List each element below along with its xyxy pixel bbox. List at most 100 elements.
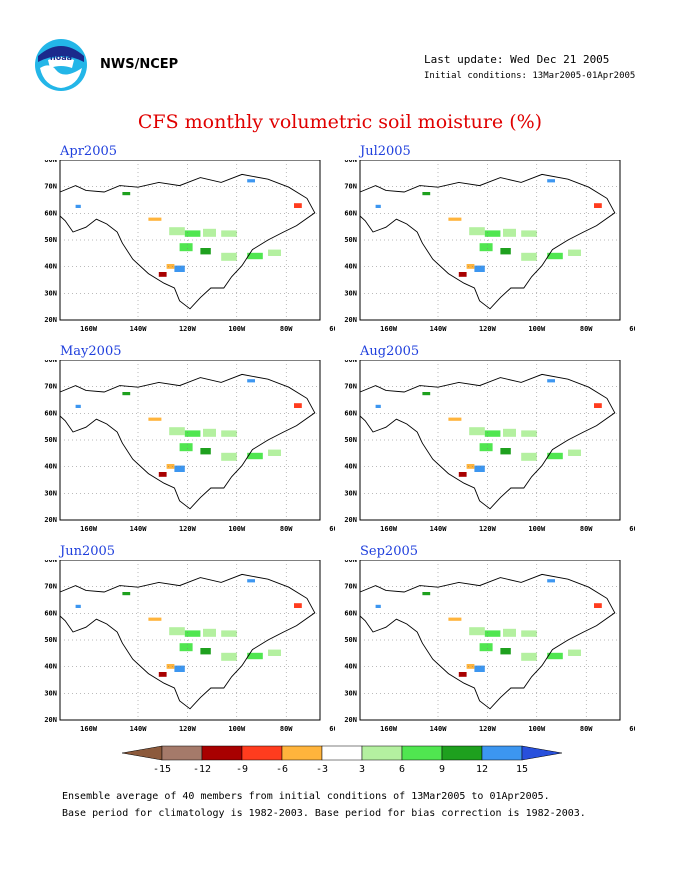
anomaly-cell [422, 392, 431, 396]
lon-label: 140W [130, 325, 148, 333]
panel-title: Apr2005 [60, 144, 118, 159]
anomaly-cell [422, 192, 431, 196]
anomaly-cell [200, 448, 211, 455]
colorbar-tick-label: 3 [359, 764, 365, 775]
lat-label: 30N [344, 289, 357, 297]
lon-label: 160W [80, 325, 98, 333]
anomaly-cell [174, 465, 185, 472]
anomaly-cell [158, 472, 167, 477]
lon-label: 100W [528, 725, 546, 733]
anomaly-cell [484, 630, 501, 637]
anomaly-cell [148, 617, 162, 621]
anomaly-cell [221, 230, 237, 237]
lon-label: 140W [430, 325, 448, 333]
anomaly-cell [294, 603, 302, 608]
anomaly-cell [221, 630, 237, 637]
anomaly-cell [221, 652, 237, 661]
anomaly-cell [521, 452, 537, 461]
anomaly-cell [547, 652, 563, 660]
lat-label: 70N [44, 383, 57, 391]
anomaly-cell [479, 243, 493, 252]
anomaly-cell [169, 627, 185, 636]
colorbar-tick-label: -3 [316, 764, 328, 775]
colorbar-tick-label: -15 [153, 764, 171, 775]
lat-label: 40N [344, 463, 357, 471]
lon-label: 60W [629, 325, 635, 333]
lon-label: 60W [329, 325, 335, 333]
soil-moisture-map: 80N 70N 60N 50N 40N 30N 20N 160W 140W 120W 100W 80W… [44, 160, 335, 333]
anomaly-cell [594, 603, 602, 608]
colorbar-tick-label: -9 [236, 764, 248, 775]
anomaly-cell [166, 664, 175, 669]
lat-label: 50N [344, 236, 357, 244]
lon-label: 60W [329, 525, 335, 533]
coastline [59, 173, 316, 310]
anomaly-cell [422, 592, 431, 596]
lat-label: 50N [44, 236, 57, 244]
lat-label: 60N [44, 209, 57, 217]
lat-label: 50N [344, 436, 357, 444]
anomaly-cell [521, 630, 537, 637]
anomaly-cell [448, 217, 462, 221]
colorbar-swatch [321, 745, 363, 761]
lat-label: 70N [344, 383, 357, 391]
lon-label: 120W [479, 725, 497, 733]
anomaly-cell [221, 430, 237, 437]
panel-title: Aug2005 [360, 344, 420, 359]
anomaly-cell [184, 430, 201, 437]
anomaly-cell [247, 652, 263, 660]
anomaly-cell [479, 443, 493, 452]
lon-label: 80W [280, 325, 293, 333]
coastline [359, 373, 616, 510]
anomaly-cell [174, 665, 185, 672]
lon-label: 100W [528, 325, 546, 333]
lat-label: 50N [344, 636, 357, 644]
colorbar-right-arrow [521, 745, 563, 761]
lat-label: 80N [44, 160, 57, 164]
lon-label: 120W [479, 325, 497, 333]
lon-label: 100W [528, 525, 546, 533]
colorbar-swatch [281, 745, 323, 761]
anomaly-cell [200, 248, 211, 255]
anomaly-cell [122, 392, 131, 396]
lat-label: 40N [44, 663, 57, 671]
panel-title: Jun2005 [60, 544, 116, 559]
lat-label: 60N [344, 609, 357, 617]
anomaly-cell [166, 464, 175, 469]
lat-label: 50N [44, 436, 57, 444]
anomaly-cell [247, 179, 255, 183]
lon-label: 160W [80, 525, 98, 533]
anomaly-cell [169, 427, 185, 436]
anomaly-cell [547, 379, 555, 383]
lat-label: 70N [44, 183, 57, 191]
coastline [59, 573, 316, 710]
anomaly-cell [203, 228, 216, 237]
lat-label: 80N [344, 560, 357, 564]
lon-label: 140W [130, 525, 148, 533]
lon-label: 160W [380, 325, 398, 333]
panel-title: Sep2005 [360, 544, 419, 559]
colorbar-left-arrow [121, 745, 163, 761]
lat-label: 40N [344, 663, 357, 671]
anomaly-cell [122, 192, 131, 196]
anomaly-cell [184, 230, 201, 237]
footer-base-period-note: Base period for climatology is 1982-2003… [62, 808, 586, 819]
lat-label: 20N [44, 516, 57, 524]
anomaly-cell [294, 203, 302, 208]
soil-moisture-map: 80N 70N 60N 50N 40N 30N 20N 160W 140W 120W 100W 80W… [344, 560, 635, 733]
anomaly-cell [75, 604, 81, 608]
anomaly-cell [568, 249, 581, 256]
lon-label: 60W [629, 525, 635, 533]
lon-label: 160W [80, 725, 98, 733]
lat-label: 70N [344, 183, 357, 191]
lon-label: 80W [280, 525, 293, 533]
anomaly-cell [521, 230, 537, 237]
anomaly-cell [179, 243, 193, 252]
lat-label: 50N [44, 636, 57, 644]
lat-label: 80N [344, 160, 357, 164]
lat-label: 20N [344, 516, 357, 524]
coastline [359, 573, 616, 710]
anomaly-cell [521, 252, 537, 261]
lat-label: 30N [44, 489, 57, 497]
coastline [59, 373, 316, 510]
